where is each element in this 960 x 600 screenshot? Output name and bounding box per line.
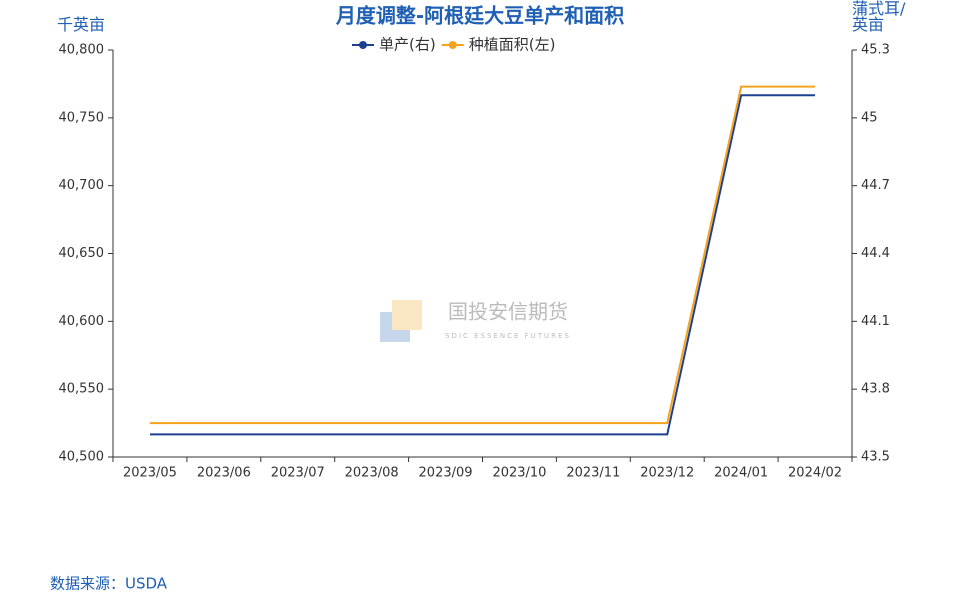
y2-tick-label: 43.8 <box>861 382 890 397</box>
x-tick-label: 2023/05 <box>123 466 177 481</box>
y2-axis-label: 蒲式耳/英亩 <box>852 0 906 34</box>
legend-marker <box>448 41 457 49</box>
y2-tick-label: 43.5 <box>861 450 890 465</box>
y-tick-label: 40,550 <box>59 382 105 397</box>
x-tick-label: 2023/07 <box>271 466 325 481</box>
watermark-logo <box>380 300 422 342</box>
legend-label: 单产(右) <box>379 36 436 54</box>
y2-tick-label: 45.3 <box>861 43 890 58</box>
x-tick-label: 2023/12 <box>640 466 694 481</box>
series-line <box>149 85 816 425</box>
y2-tick-label: 44.7 <box>861 178 890 193</box>
y-axis-label: 千英亩 <box>57 15 106 34</box>
series-line <box>149 94 816 436</box>
chart-title: 月度调整-阿根廷大豆单产和面积 <box>335 4 624 28</box>
x-tick-label: 2024/01 <box>714 466 768 481</box>
x-tick-label: 2023/11 <box>566 466 620 481</box>
watermark: 国投安信期货 <box>448 300 568 324</box>
watermark-sub: SDIC ESSENCE FUTURES <box>445 332 571 340</box>
y-tick-label: 40,500 <box>59 450 105 465</box>
y-tick-label: 40,700 <box>59 178 105 193</box>
x-tick-label: 2023/10 <box>492 466 546 481</box>
legend-marker <box>359 41 367 49</box>
y2-tick-label: 44.4 <box>861 246 890 261</box>
x-tick-label: 2023/09 <box>419 466 473 481</box>
y2-tick-label: 44.1 <box>861 314 890 329</box>
y-tick-label: 40,750 <box>59 110 105 125</box>
x-tick-label: 2023/08 <box>345 466 399 481</box>
x-tick-label: 2024/02 <box>788 466 842 481</box>
x-tick-label: 2023/06 <box>197 466 251 481</box>
legend-label: 种植面积(左) <box>469 36 556 54</box>
y2-tick-label: 45 <box>861 110 878 125</box>
y-tick-label: 40,600 <box>59 314 105 329</box>
y-tick-label: 40,800 <box>59 43 105 58</box>
source: 数据来源：USDA <box>50 575 168 593</box>
y-tick-label: 40,650 <box>59 246 105 261</box>
